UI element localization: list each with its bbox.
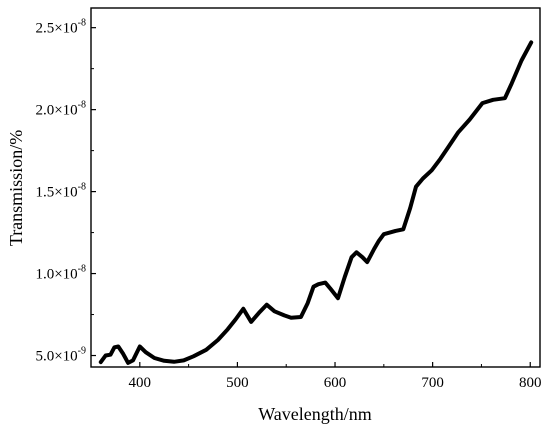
- x-tick-label: 400: [129, 375, 152, 391]
- x-tick-label: 500: [226, 375, 249, 391]
- y-axis-ticks: 5.0×10-9 1.0×10-8 1.5×10-8 2.0×10-8 2.5×10-8: [35, 18, 96, 365]
- x-axis-ticks: 400 500 600 700 800: [129, 362, 542, 391]
- series-layer: [98, 40, 534, 365]
- y-tick-label: 2.0×10-8: [35, 100, 86, 119]
- x-axis-title: Wavelength/nm: [258, 404, 372, 424]
- y-tick-label: 1.0×10-8: [35, 264, 86, 283]
- x-tick-label: 600: [324, 375, 347, 391]
- y-tick-label: 2.5×10-8: [35, 18, 86, 37]
- y-tick-label: 1.5×10-8: [35, 182, 86, 201]
- transmission-line: [98, 40, 534, 365]
- y-axis-title: Transmission/%: [6, 130, 26, 246]
- x-tick-label: 700: [421, 375, 444, 391]
- y-tick-label: 5.0×10-9: [35, 346, 86, 365]
- plot-frame: [90, 7, 541, 368]
- x-tick-label: 800: [519, 375, 542, 391]
